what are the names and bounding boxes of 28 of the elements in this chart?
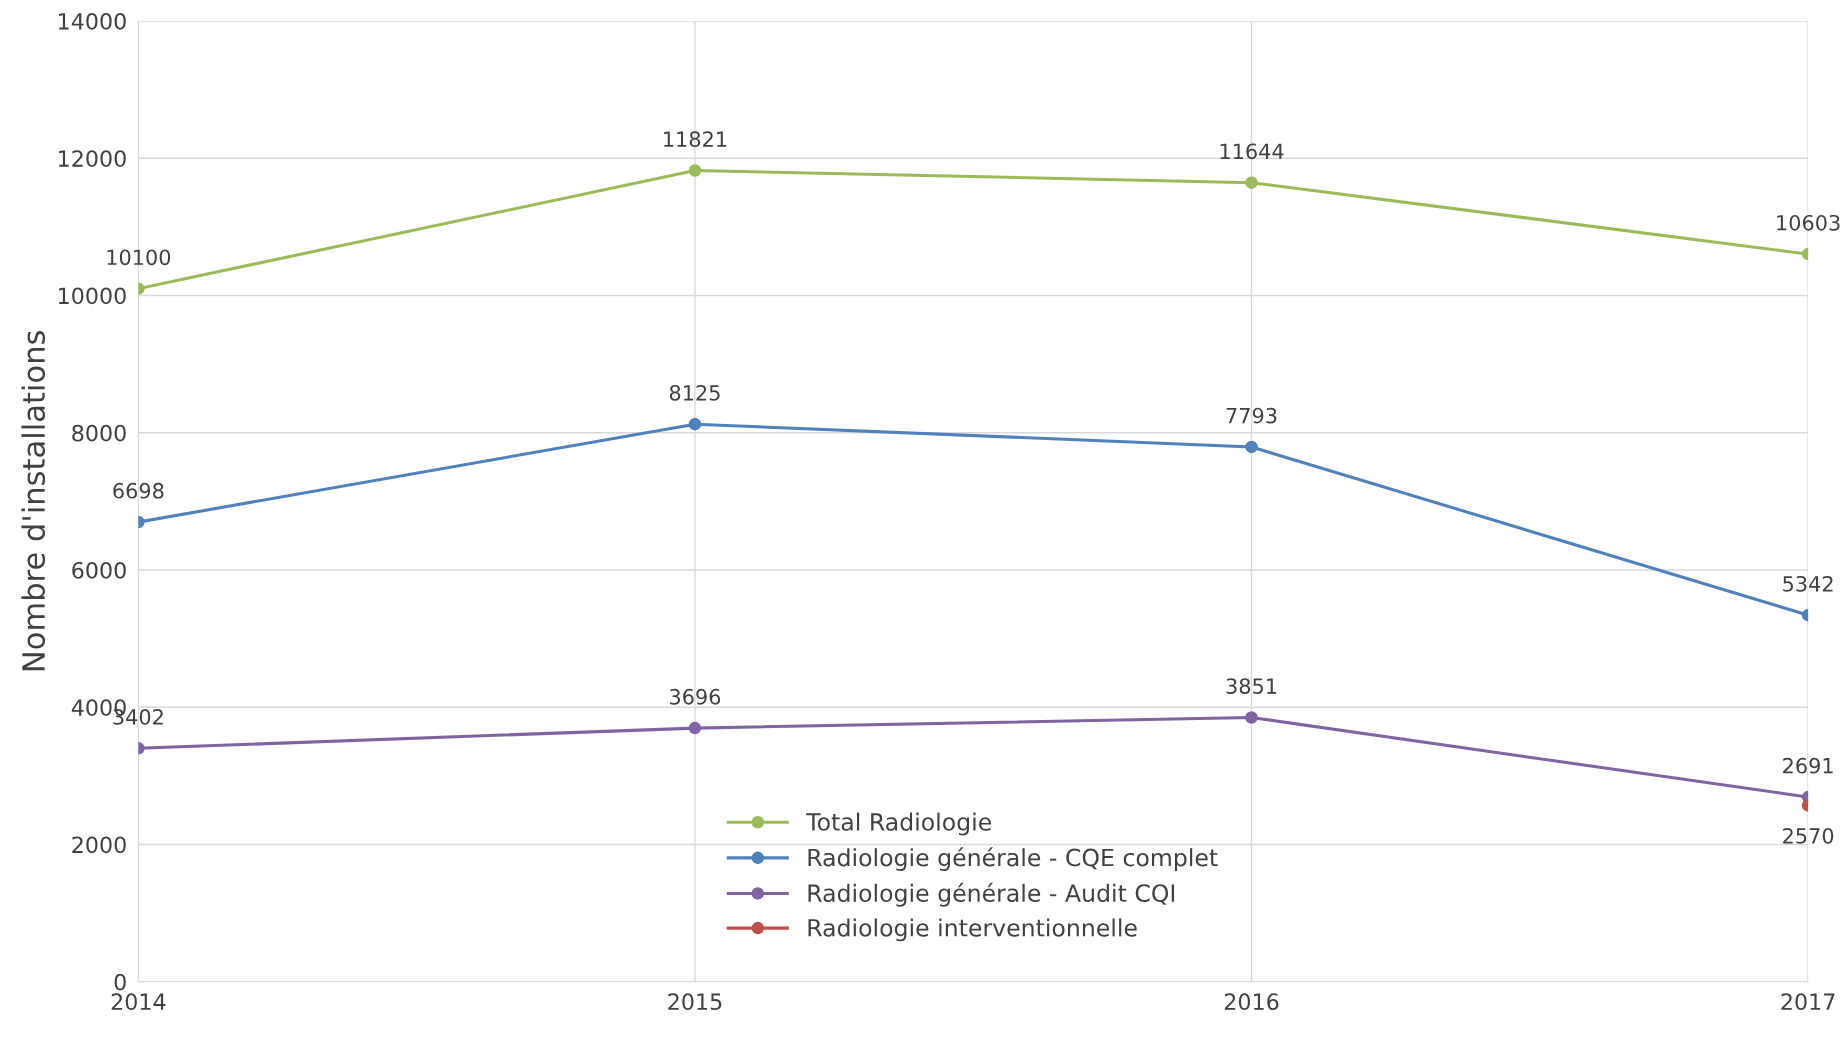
data-label: 5342 [1783,575,1833,592]
data-label: 6698 [113,482,164,499]
data-label: 3696 [670,688,721,705]
y-tick-label: 0 [114,973,126,991]
data-label: 10603 [1777,214,1840,231]
data-label: 3851 [1226,678,1277,694]
legend-label: Radiologie générale - Audit CQI [808,882,1175,907]
data-label: 8125 [669,384,720,401]
x-tick-label: 2014 [111,993,166,1011]
data-label: 7793 [1226,407,1277,424]
legend-label: Radiologie générale - CQE complet [808,847,1218,872]
data-label: 11821 [664,131,727,148]
data-label: 10100 [107,249,171,266]
y-tick-label: 12000 [59,150,126,168]
data-label: 2570 [1783,827,1834,844]
legend-label: Radiologie interventionnelle [808,918,1137,942]
x-tick-label: 2017 [1781,993,1835,1011]
y-tick-label: 6000 [72,561,126,579]
data-label: 11644 [1220,143,1284,160]
y-tick-label: 8000 [72,424,126,442]
x-tick-label: 2015 [668,993,722,1011]
y-tick-label: 10000 [59,287,126,305]
x-tick-label: 2016 [1224,993,1279,1011]
y-axis-title: Nombre d'installations [21,331,46,671]
legend-label: Total Radiologie [806,812,992,836]
y-tick-label: 2000 [72,836,126,854]
data-label: 2691 [1783,757,1833,774]
y-tick-label: 14000 [59,12,126,30]
